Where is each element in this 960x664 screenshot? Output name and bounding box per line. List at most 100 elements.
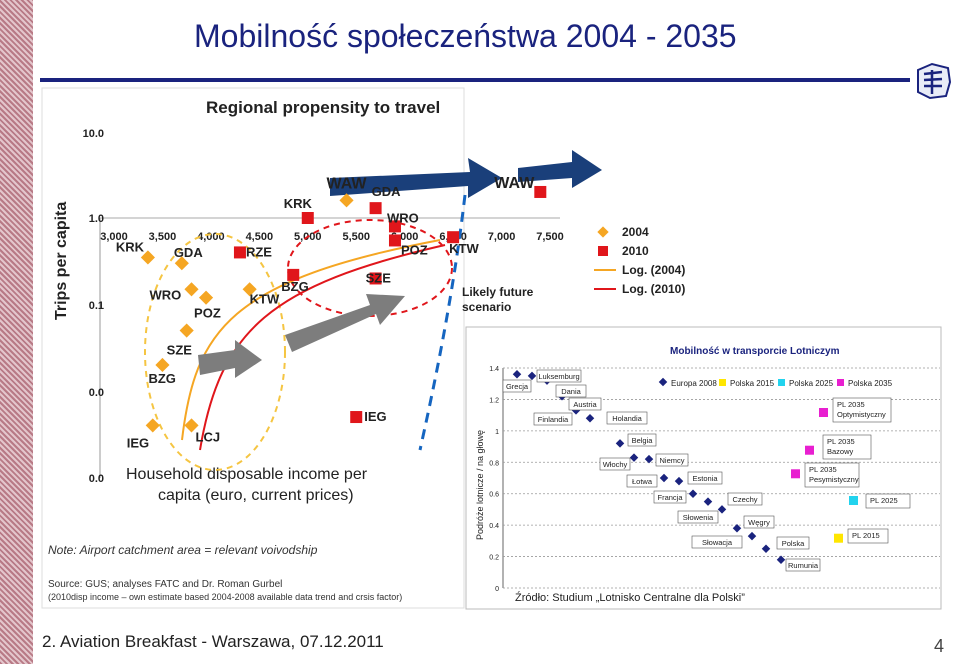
label-eu-1: Luksemburg	[538, 372, 579, 381]
label-pl-1-0: PL 2025	[870, 496, 898, 505]
label-2004-lcj: LCJ	[196, 429, 221, 444]
label-eu-8: Niemcy	[659, 456, 684, 465]
point-2004-bzg	[155, 357, 170, 373]
left-chart-ylabel-group: Trips per capita	[53, 202, 70, 320]
point-2010-ieg	[350, 411, 363, 424]
label-eu-12: Słowenia	[683, 513, 714, 522]
right-legend-label-2: Polska 2025	[789, 379, 834, 388]
point-2004-poz	[198, 290, 214, 305]
label-eu-11: Francja	[657, 493, 683, 502]
label-eu-14: Węgry	[748, 518, 770, 527]
slide-title: Mobilność społeczeństwa 2004 - 2035	[194, 18, 737, 54]
point-pl-4	[791, 469, 800, 479]
ellipse-2004	[144, 233, 286, 471]
left-chart-frame	[41, 87, 465, 609]
label-box-pl-1	[865, 493, 911, 509]
right-y-tick-7: 0	[495, 586, 499, 593]
point-2004-ieg	[145, 418, 160, 433]
label-2004-gda: GDA	[174, 245, 204, 260]
label-box-eu-17	[785, 558, 821, 572]
label-eu-7: Włochy	[603, 460, 628, 469]
left-chart-x-ticks: 3,0003,5004,0004,5005,0005,5006,0006,500…	[100, 231, 564, 243]
right-y-tick-6: 0.2	[489, 555, 499, 562]
point-eu-10	[674, 476, 684, 486]
point-2010-bzg	[287, 268, 300, 281]
point-2010-gda	[369, 202, 382, 215]
point-pl-1	[849, 496, 858, 505]
left-chart-ylabel: Trips per capita	[53, 202, 70, 320]
gray-arrow-1	[198, 340, 262, 378]
point-eu-7	[629, 453, 639, 462]
label-2010-poz: POZ	[401, 242, 428, 257]
label-box-eu-15	[691, 535, 743, 549]
label-pl-4-1: Pesymistyczny	[809, 475, 859, 484]
label-eu-16: Polska	[782, 539, 805, 548]
point-eu-13	[717, 505, 727, 514]
left-y-tick-3: 0.0	[89, 387, 104, 399]
label-eu-9: Łotwa	[632, 477, 653, 486]
label-box-eu-0	[502, 379, 532, 393]
label-box-eu-6	[627, 433, 657, 447]
label-2010-rze: RZE	[246, 244, 272, 259]
right-chart-legend: Europa 2008 Polska 2015 Polska 2025 Polska …	[658, 377, 893, 388]
left-x-tick-9: 7,500	[536, 231, 564, 243]
point-2004-gda	[174, 256, 189, 271]
point-2004-sze	[179, 323, 194, 338]
right-y-tick-5: 0.4	[489, 523, 499, 530]
right-chart-y-ticks: 1.4 1.2 1 0.8 0.6 0.4 0.2 0	[489, 366, 499, 593]
logo-icon	[917, 62, 952, 100]
label-2010-bzg: BZG	[281, 279, 308, 294]
point-eu-5	[585, 414, 595, 423]
label-2010-wro: WRO	[387, 210, 419, 225]
right-legend-marker-0	[658, 377, 668, 387]
label-box-eu-9	[626, 474, 658, 488]
right-y-tick-0: 1.4	[489, 366, 499, 373]
left-x-tick-5: 5,500	[342, 231, 370, 243]
label-box-eu-16	[776, 536, 810, 550]
label-box-eu-1	[536, 369, 582, 383]
label-2010-sze: SZE	[366, 270, 392, 285]
left-chart-legend: 2004 2010 Log. (2004) Log. (2010)	[594, 225, 685, 296]
label-box-eu-4	[533, 412, 573, 426]
left-chart-xlabel-2: capita (euro, current prices)	[158, 487, 354, 504]
label-pl-3-1: Bazowy	[827, 447, 854, 456]
trend-log-2004	[181, 239, 441, 441]
label-2004-waw: WAW	[327, 175, 368, 192]
label-2004-wro: WRO	[150, 287, 182, 302]
right-chart: Mobilność w transporcie Lotniczym Podróż…	[465, 326, 942, 610]
right-chart-title: Mobilność w transporcie Lotniczym	[670, 346, 840, 357]
point-pl-3	[805, 445, 814, 455]
label-box-pl-0	[847, 528, 889, 544]
point-eu-12	[703, 497, 713, 506]
right-chart-points	[512, 370, 858, 564]
left-x-tick-1: 3,500	[149, 231, 177, 243]
point-2010-sze	[369, 272, 382, 285]
label-pl-4-0: PL 2035	[809, 465, 837, 474]
legend-label-2: Log. (2004)	[622, 263, 685, 277]
left-x-tick-3: 4,500	[246, 231, 274, 243]
label-box-eu-10	[687, 471, 723, 485]
point-2010-waw	[534, 185, 547, 198]
left-x-tick-2: 4,000	[197, 231, 225, 243]
point-2010-krk	[301, 212, 314, 224]
point-eu-14	[732, 524, 742, 533]
label-pl-2-1: Optymistyczny	[837, 410, 886, 419]
right-legend-marker-1	[719, 379, 726, 386]
label-2004-poz: POZ	[194, 306, 221, 321]
label-eu-6: Belgia	[632, 436, 654, 445]
label-box-eu-12	[677, 510, 719, 524]
point-2004-ktw	[242, 282, 257, 297]
point-eu-17	[776, 555, 786, 564]
label-pl-2-0: PL 2035	[837, 400, 865, 409]
label-2010-ktw: KTW	[449, 241, 479, 256]
left-y-tick-1: 1.0	[89, 213, 104, 225]
right-legend-marker-3	[837, 379, 844, 386]
future-scenario-curve	[418, 194, 467, 451]
right-legend-label-3: Polska 2035	[848, 379, 893, 388]
legend-label-0: 2004	[622, 225, 649, 239]
right-chart-source: Źródło: Studium „Lotnisko Centralne dla …	[515, 591, 745, 604]
left-chart-y-ticks: 10.0 1.0 0.1 0.0 0.0	[83, 128, 104, 485]
label-eu-4: Finlandia	[538, 415, 569, 424]
point-eu-16	[761, 544, 771, 553]
